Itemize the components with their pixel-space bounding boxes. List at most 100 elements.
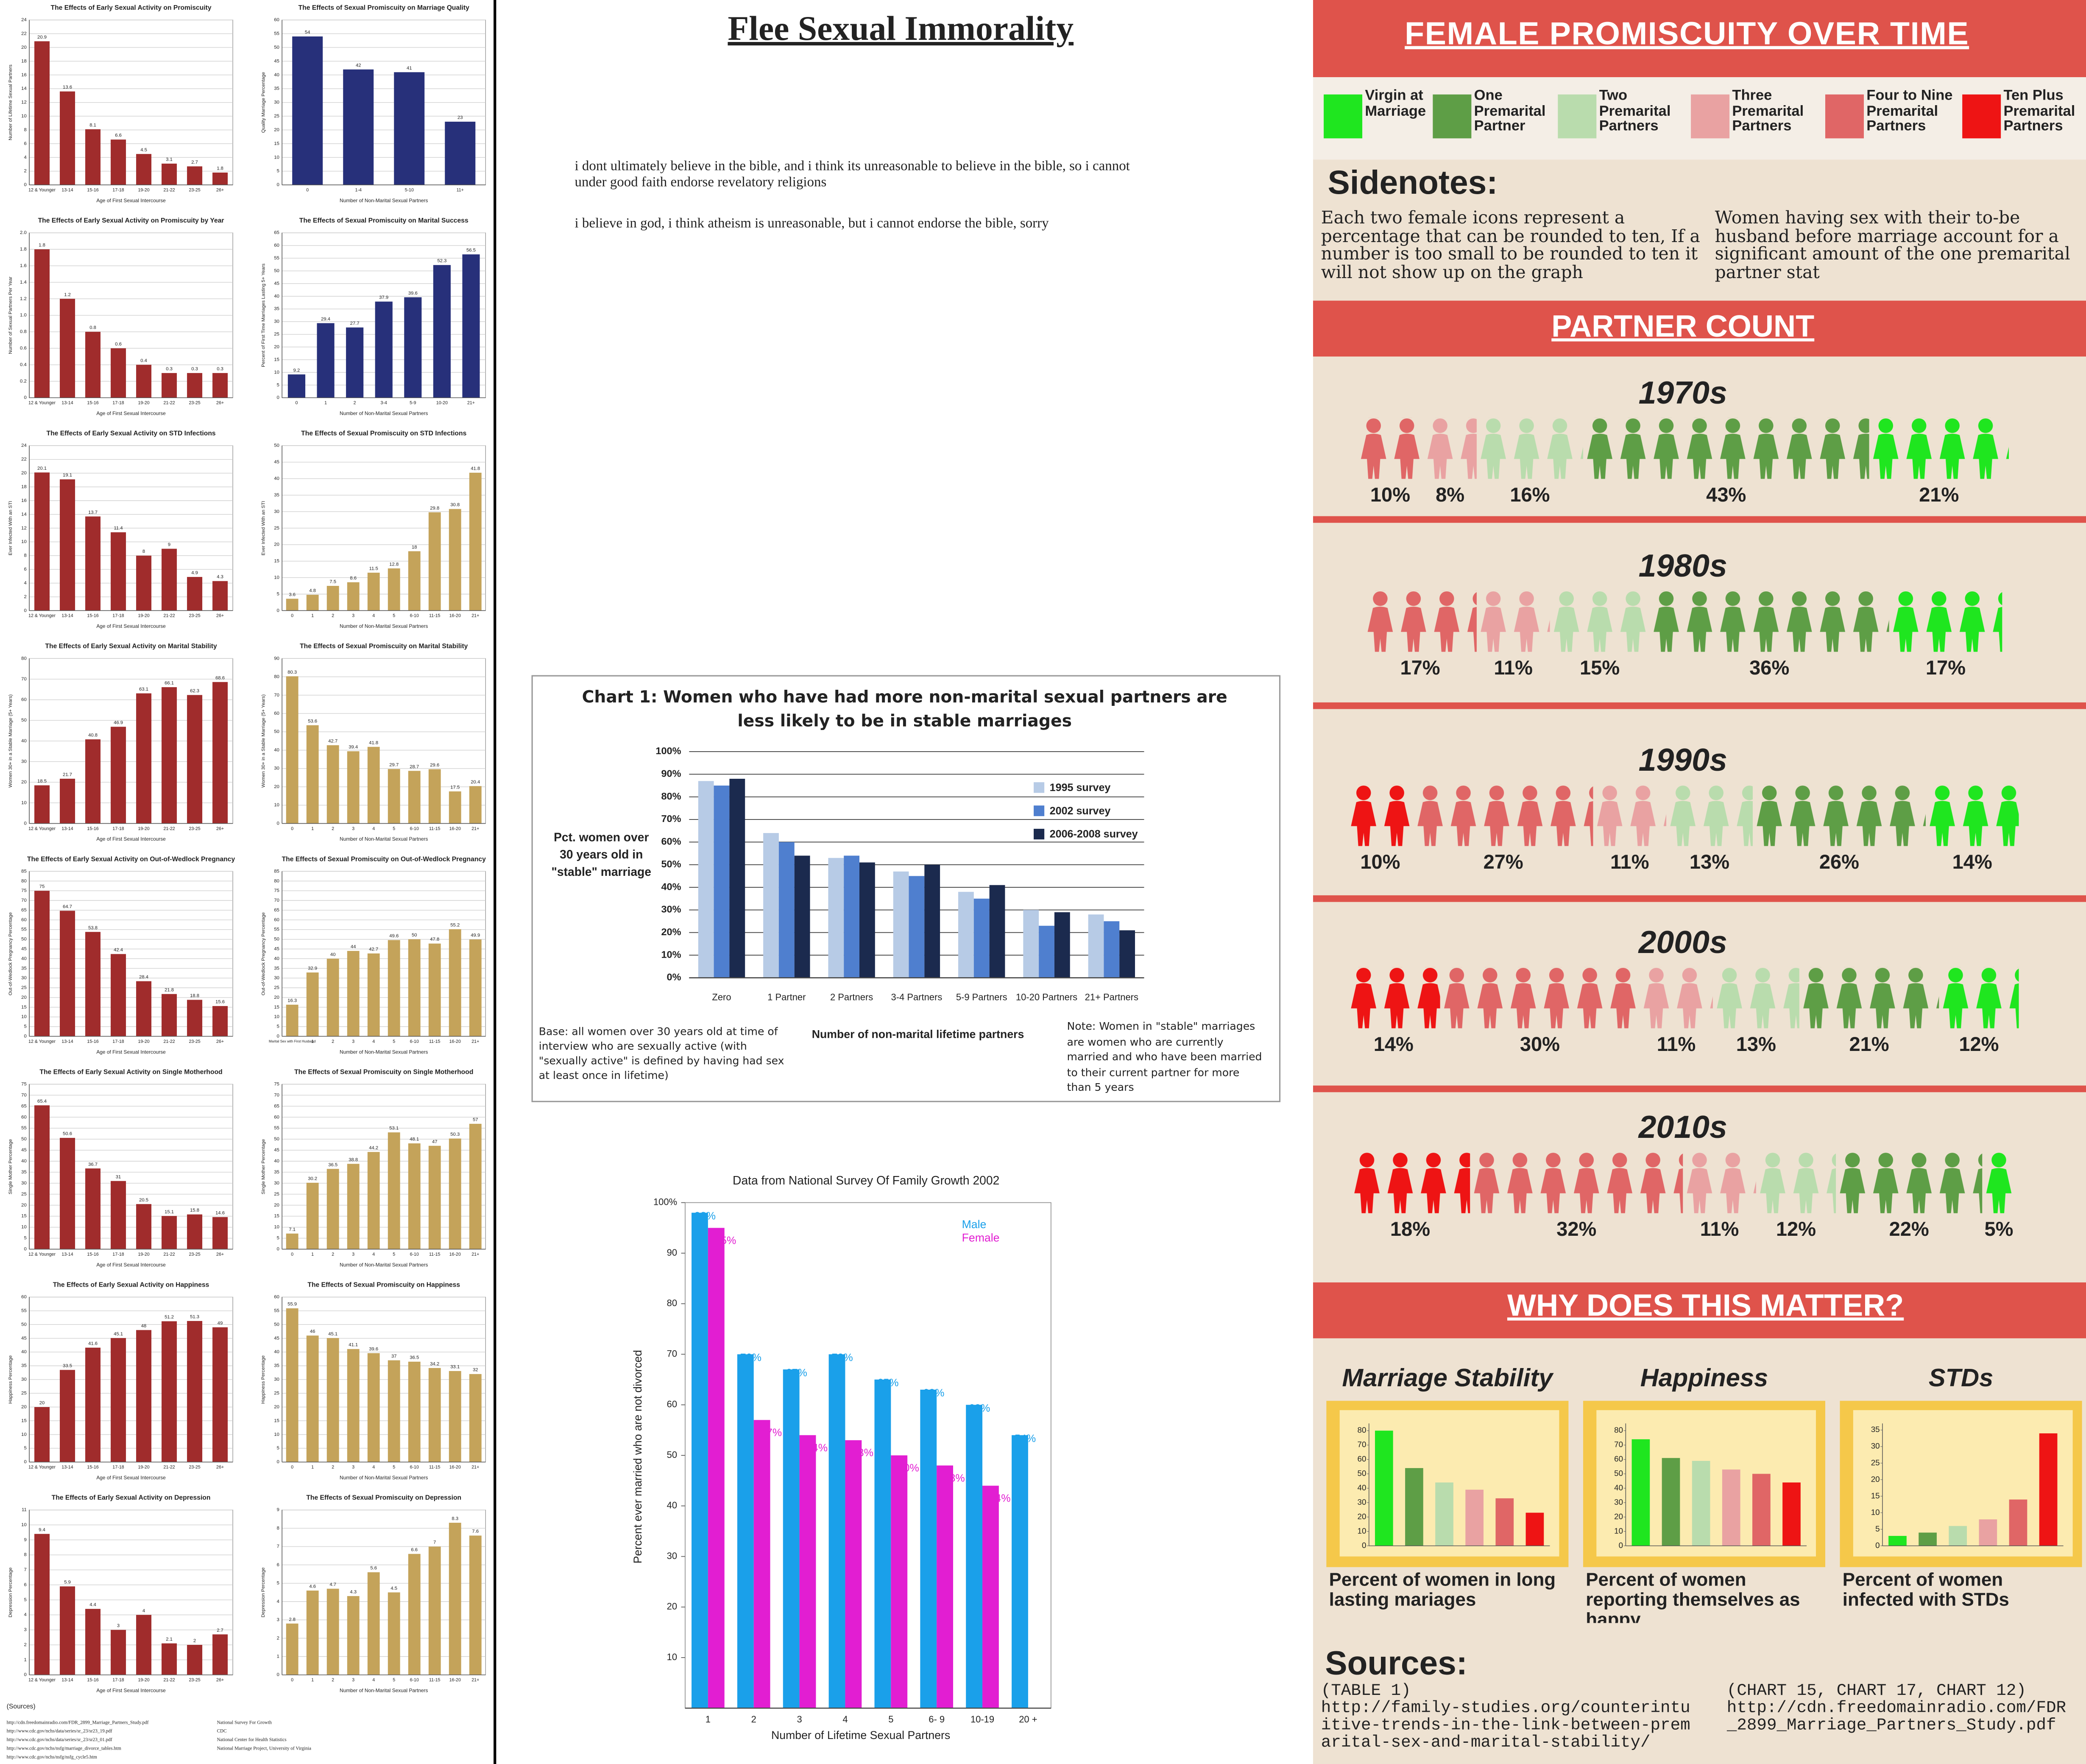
y-tick-label: 60 [274,243,279,248]
legend-swatch [1034,805,1045,817]
value-label: 11% [1657,1033,1696,1055]
y-tick-label: 30 [274,766,279,771]
decade-label: 1990s [1639,742,1727,777]
bar [1465,1489,1484,1546]
value-label: 36% [1749,656,1789,679]
x-tick-label: 21-22 [163,1465,175,1470]
legend-label: 2002 survey [1050,805,1111,817]
value-label: 1.2 [64,292,71,297]
y-tick-label: 50 [667,1449,677,1460]
value-label: 38.8 [349,1157,358,1162]
bar [286,1004,298,1037]
y-tick-label: 5 [24,1236,26,1241]
value-label: 11.5 [369,566,378,571]
y-axis-label: Out-of-Wedlock Pregnancy Percentage [261,912,266,995]
value-label: 47 [432,1139,438,1144]
legend-swatch [1433,94,1472,139]
x-axis-label: Number of Non-Marital Sexual Partners [340,198,428,203]
y-tick-label: 70 [274,898,279,903]
value-label: 44.2 [369,1145,378,1151]
bar [966,1405,983,1708]
y-tick-label: 90 [667,1247,677,1258]
value-label: 15.8 [190,1208,199,1213]
bar [34,41,50,185]
y-tick-label: 6 [277,1562,279,1567]
value-label: 41.8 [369,740,378,745]
y-tick-label: 12 [21,526,27,531]
separator [1313,895,2086,902]
value-label: 63% [923,1387,944,1399]
x-tick-label: 26+ [216,826,224,831]
value-label: 14.6 [215,1210,225,1215]
x-tick-label: Zero [712,992,731,1002]
x-axis-label: Age of First Sexual Intercourse [96,623,166,629]
y-tick-label: 20 [274,995,279,1000]
y-tick-label: 2 [277,1636,279,1641]
y-tick-label: 80 [667,1298,677,1308]
bar [60,911,75,1037]
y-tick-label: 55 [21,927,27,932]
bar [388,1360,400,1462]
y-tick-label: 4 [24,580,26,585]
bar [388,940,400,1037]
bar [893,871,909,978]
y-tick-label: 50 [21,1137,27,1142]
value-label: 27% [1484,850,1523,873]
bar [1054,912,1070,978]
value-label: 8.6 [350,576,357,581]
bar [162,549,177,611]
x-tick-label: 4 [372,1039,375,1044]
y-tick-label: 5 [24,1446,26,1451]
x-tick-label: 3 [352,826,354,831]
value-label: 11% [1494,656,1533,679]
y-tick-label: 10 [1358,1526,1366,1535]
x-tick-label: 21-22 [163,1678,175,1683]
x-tick-label: 0 [291,613,293,619]
value-label: 45.1 [328,1332,337,1337]
icon-segment [1470,1152,1683,1213]
y-tick-label: 35 [274,307,279,312]
y-tick-label: 0 [1362,1541,1366,1549]
bar [1979,1519,1997,1546]
y-tick-label: 40 [274,294,279,299]
y-axis-label: Ever Infected With an STI [8,501,13,556]
x-tick-label: 20 + [1019,1714,1037,1725]
x-axis-label: Number of Non-Marital Sexual Partners [340,1474,428,1480]
bar [347,951,360,1037]
bar [60,1586,75,1675]
y-tick-label: 15 [274,141,279,146]
x-tick-label: 21-22 [163,826,175,831]
x-tick-label: 10-20 Partners [1016,992,1077,1002]
y-tick-label: 0.4 [20,362,27,367]
bar [212,172,228,185]
value-label: 65.4 [37,1099,47,1104]
x-tick-label: 16-20 [449,826,461,831]
value-label: 6.6 [115,133,122,138]
y-tick-label: 40 [274,747,279,752]
x-tick-label: 12 & Younger [28,188,56,193]
bar [60,479,75,611]
y-tick-label: 22 [21,457,27,462]
value-label: 36.7 [88,1162,98,1167]
bar [111,727,126,824]
bar [763,833,779,978]
bar [136,693,152,824]
bar [347,582,360,611]
x-tick-label: 11-15 [429,826,441,831]
legend-label: Virgin at Marriage [1365,89,1426,119]
x-tick-label: 21+ Partners [1085,992,1138,1002]
y-tick-label: 25 [274,1391,279,1396]
y-tick-label: 0 [24,608,26,613]
icon-segment [1649,591,1889,652]
value-label: 21% [1849,1033,1889,1055]
y-axis-label: Pct. women over [554,830,649,844]
x-tick-label: 26+ [216,1465,224,1470]
value-label: 49.9 [471,933,480,938]
y-tick-label: 10 [21,1522,27,1527]
value-label: 13.6 [63,85,72,90]
y-tick-label: 35 [21,966,27,971]
y-tick-label: 35 [274,493,279,498]
x-tick-label: 3-4 [381,401,387,406]
value-label: 32% [1556,1218,1596,1240]
value-label: 7.5 [329,580,336,585]
